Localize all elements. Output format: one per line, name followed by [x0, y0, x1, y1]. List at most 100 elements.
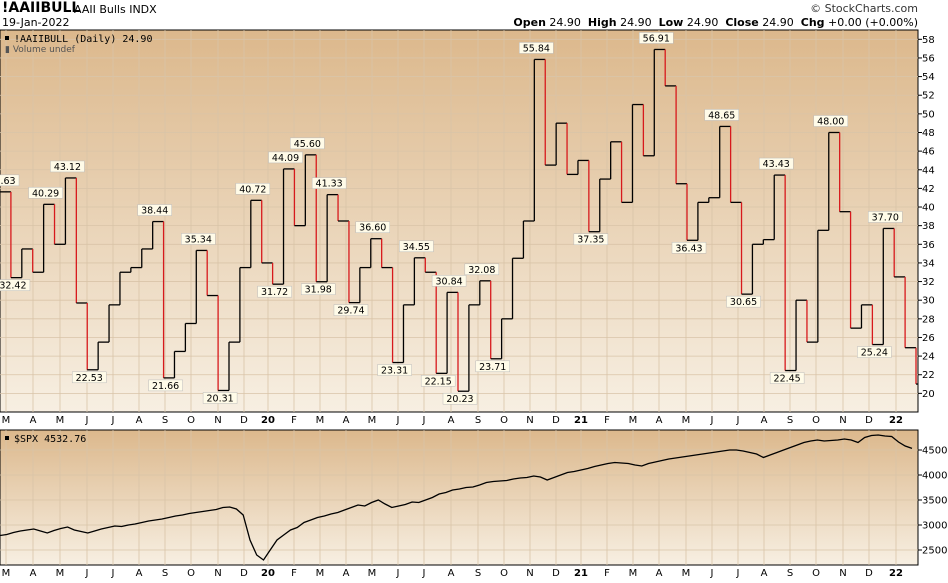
data-label-box: [420, 375, 456, 387]
data-label-box: [50, 160, 85, 173]
data-label-box: [431, 275, 467, 287]
x-tick-label: A: [448, 568, 455, 579]
data-label: 43.12: [54, 162, 81, 173]
data-label: 41.33: [316, 179, 343, 190]
x-tick-label: N: [839, 415, 846, 426]
data-label: 34.55: [403, 242, 430, 253]
x-tick-label: M: [2, 568, 11, 579]
y-tick-label: 42: [922, 184, 935, 195]
x-tick-label: J: [422, 568, 426, 579]
data-label-box: [442, 392, 478, 405]
data-label: 45.60: [294, 139, 321, 150]
y-tick-label: 20: [922, 389, 935, 400]
data-label-box: [758, 157, 794, 170]
x-tick-label: S: [475, 568, 481, 579]
data-label-box: [704, 109, 739, 121]
y-tick-label: 38: [922, 221, 935, 232]
x-tick-label: N: [526, 415, 533, 426]
data-label: 30.84: [435, 276, 462, 287]
x-tick-label: D: [240, 415, 248, 426]
x-tick-label: F: [291, 415, 297, 426]
x-tick-label: 22: [889, 568, 903, 579]
data-label: 20.31: [206, 393, 233, 404]
data-label: 55.84: [523, 43, 550, 54]
data-label: 35.34: [185, 234, 212, 245]
x-tick-label: O: [500, 415, 508, 426]
x-tick-label: S: [787, 568, 793, 579]
x-tick-label: J: [710, 568, 714, 579]
low-label: Low: [658, 16, 684, 29]
x-tick-label: A: [343, 568, 350, 579]
x-tick-label: 21: [574, 568, 588, 579]
x-tick-label: F: [604, 568, 610, 579]
data-label: 22.53: [76, 373, 103, 384]
spx-panel-background: [0, 429, 919, 566]
x-tick-label: D: [865, 415, 873, 426]
close-label: Close: [725, 16, 759, 29]
series-legend: !AAIIBULL (Daily) 24.90: [14, 34, 152, 45]
data-label-box: [464, 263, 500, 276]
x-tick-label: S: [787, 415, 793, 426]
data-label: 56.91: [643, 33, 670, 44]
index-name: AAII Bulls: [74, 3, 126, 16]
data-label: 36.43: [675, 243, 702, 254]
chart-subtitle: AAII Bulls INDX: [74, 3, 157, 16]
y-tick-label: 28: [922, 314, 935, 325]
data-label-box: [235, 183, 271, 195]
y-tick-label: 4000: [922, 471, 947, 482]
data-label-box: [181, 233, 216, 245]
x-tick-label: J: [736, 568, 740, 579]
exchange-name: INDX: [129, 3, 157, 16]
data-label-box: [333, 304, 369, 316]
y-tick-label: 22: [922, 370, 935, 381]
data-label-box: [475, 360, 510, 373]
x-tick-label: F: [604, 415, 610, 426]
x-tick-label: J: [736, 415, 740, 426]
data-label-box: [573, 233, 609, 245]
x-tick-label: S: [475, 415, 481, 426]
x-tick-label: J: [396, 415, 400, 426]
x-tick-label: S: [162, 415, 168, 426]
data-label-box: [355, 221, 391, 233]
x-tick-label: A: [761, 415, 768, 426]
x-tick-label: A: [761, 568, 768, 579]
x-tick-label: M: [56, 415, 65, 426]
x-tick-label: M: [368, 415, 377, 426]
data-label: 22.15: [425, 376, 452, 387]
y-tick-label: 26: [922, 333, 935, 344]
y-tick-label: 46: [922, 147, 935, 158]
x-tick-label: M: [629, 415, 638, 426]
data-label: 29.74: [337, 306, 364, 317]
data-label: 38.44: [141, 206, 168, 217]
y-tick-label: 48: [922, 128, 935, 139]
data-label: 40.29: [32, 188, 59, 199]
x-tick-label: N: [214, 415, 221, 426]
x-tick-label: J: [85, 568, 89, 579]
x-tick-label: J: [111, 568, 115, 579]
x-tick-label: A: [448, 415, 455, 426]
x-tick-label: A: [656, 415, 663, 426]
x-tick-label: F: [291, 568, 297, 579]
data-label-box: [28, 187, 63, 199]
x-tick-label: A: [30, 568, 37, 579]
open-value: 24.90: [549, 16, 581, 29]
data-label: 32.08: [468, 265, 495, 276]
data-label-box: [857, 346, 892, 358]
x-tick-label: A: [30, 415, 37, 426]
x-tick-label: M: [682, 568, 691, 579]
data-label: 44.09: [272, 153, 299, 164]
close-value: 24.90: [762, 16, 794, 29]
y-tick-label: 4500: [922, 446, 947, 457]
x-tick-label: J: [396, 568, 400, 579]
x-tick-label: D: [240, 568, 248, 579]
copyright: © StockCharts.com: [810, 2, 918, 15]
y-tick-label: 44: [922, 165, 935, 176]
y-tick-label: 54: [922, 72, 935, 83]
data-label-box: [137, 204, 172, 216]
x-tick-label: 21: [574, 415, 588, 426]
x-tick-label: A: [343, 415, 350, 426]
data-label: 22.45: [774, 374, 801, 385]
data-label-box: [311, 177, 347, 189]
chart-date: 19-Jan-2022: [2, 16, 70, 29]
x-tick-label: M: [682, 415, 691, 426]
